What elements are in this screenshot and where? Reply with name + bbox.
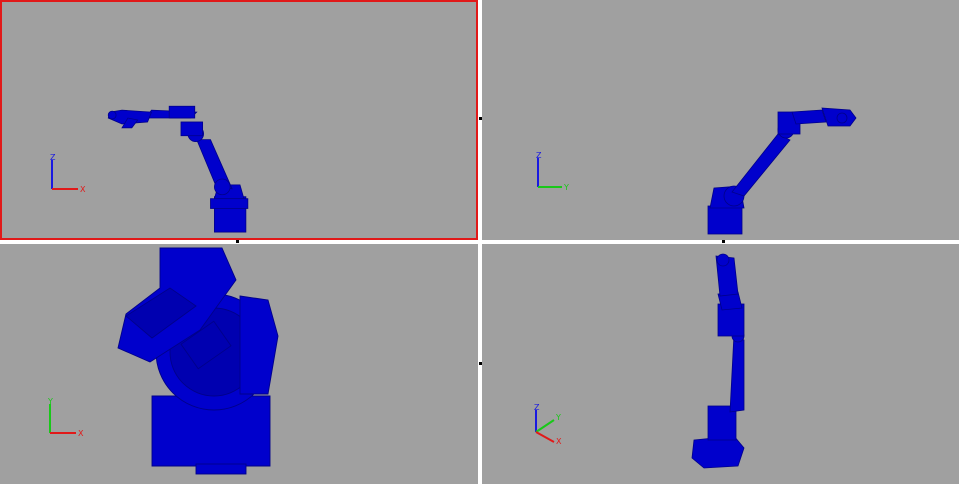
axis-label-y: Y [563,183,569,192]
divider-marker [236,240,239,243]
viewport-front[interactable]: Z X [0,0,478,240]
axis-label-x: X [556,437,562,446]
divider-marker [479,362,482,365]
axis-triad-top: Y X [47,397,84,438]
axis-label-z: Z [536,151,542,160]
axis-triad-iso: Z Y X [534,403,562,446]
axis-triad-front: Z X [50,153,86,194]
axis-label-z: Z [534,403,540,412]
viewport-side[interactable]: Z Y [482,0,959,240]
axis-triad-side: Z Y [536,151,569,192]
viewport-top[interactable]: Y X [0,244,478,484]
robot-model-front [107,105,249,233]
divider-marker [722,240,725,243]
robot-model-side [707,107,857,235]
axis-label-x: X [80,185,86,194]
axis-label-x: X [78,429,84,438]
axis-label-y: Y [555,413,561,422]
axis-label-z: Z [50,153,56,162]
robot-model-top [117,247,279,475]
axis-label-y: Y [47,397,53,406]
viewport-iso[interactable]: Z Y X [482,244,959,484]
robot-model-iso [691,253,745,469]
divider-marker [479,117,482,120]
